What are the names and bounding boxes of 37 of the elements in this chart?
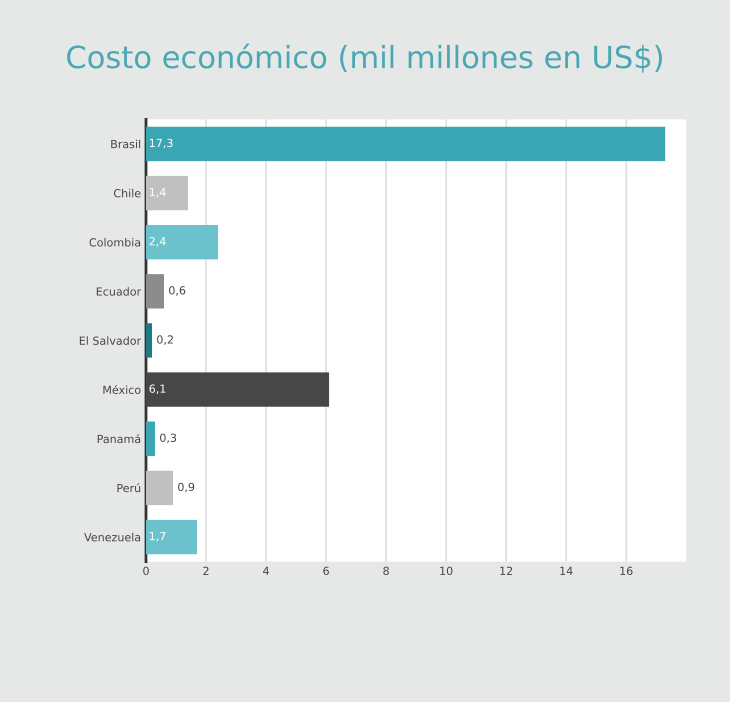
data-label: 17,3 xyxy=(150,138,173,148)
bar xyxy=(146,274,164,309)
y-tick-label: El Salvador xyxy=(80,336,142,345)
bar xyxy=(146,422,156,456)
data-label: 0,2 xyxy=(157,335,173,345)
data-label: 6,1 xyxy=(149,384,166,394)
y-tick-label: México xyxy=(103,384,141,394)
bar xyxy=(146,520,198,554)
y-tick-label: Chile xyxy=(114,188,141,198)
y-tick-label: Perú xyxy=(117,483,140,492)
x-tick-label: 2 xyxy=(203,566,208,575)
data-label: 0,6 xyxy=(169,286,186,296)
x-tick-label: 0 xyxy=(143,566,149,576)
y-tick-label: Panamá xyxy=(98,434,140,444)
bar xyxy=(146,176,188,210)
data-label: 0,3 xyxy=(160,434,176,444)
y-tick-label: Colombia xyxy=(90,238,140,247)
x-tick-label: 4 xyxy=(263,566,269,575)
y-tick-label: Venezuela xyxy=(84,532,140,542)
data-label: 2,4 xyxy=(150,237,166,247)
bar xyxy=(146,224,218,260)
x-tick-label: 6 xyxy=(323,566,329,576)
x-tick-label: 14 xyxy=(560,566,573,575)
bar xyxy=(146,470,174,506)
data-label: 1,7 xyxy=(150,532,166,542)
bar xyxy=(146,372,330,407)
data-label: 1,4 xyxy=(150,188,166,198)
x-tick-label: 10 xyxy=(440,566,452,576)
bar xyxy=(146,323,152,358)
y-tick-label: Brasil xyxy=(111,140,140,148)
x-tick-label: 12 xyxy=(500,566,512,575)
x-tick-label: 16 xyxy=(620,566,633,576)
data-label: 0,9 xyxy=(178,482,194,492)
x-tick-label: 8 xyxy=(383,566,389,576)
chart-title: Costo económico (mil millones en US$) xyxy=(67,44,662,73)
y-tick-label: Ecuador xyxy=(96,287,142,296)
bar xyxy=(146,126,666,162)
